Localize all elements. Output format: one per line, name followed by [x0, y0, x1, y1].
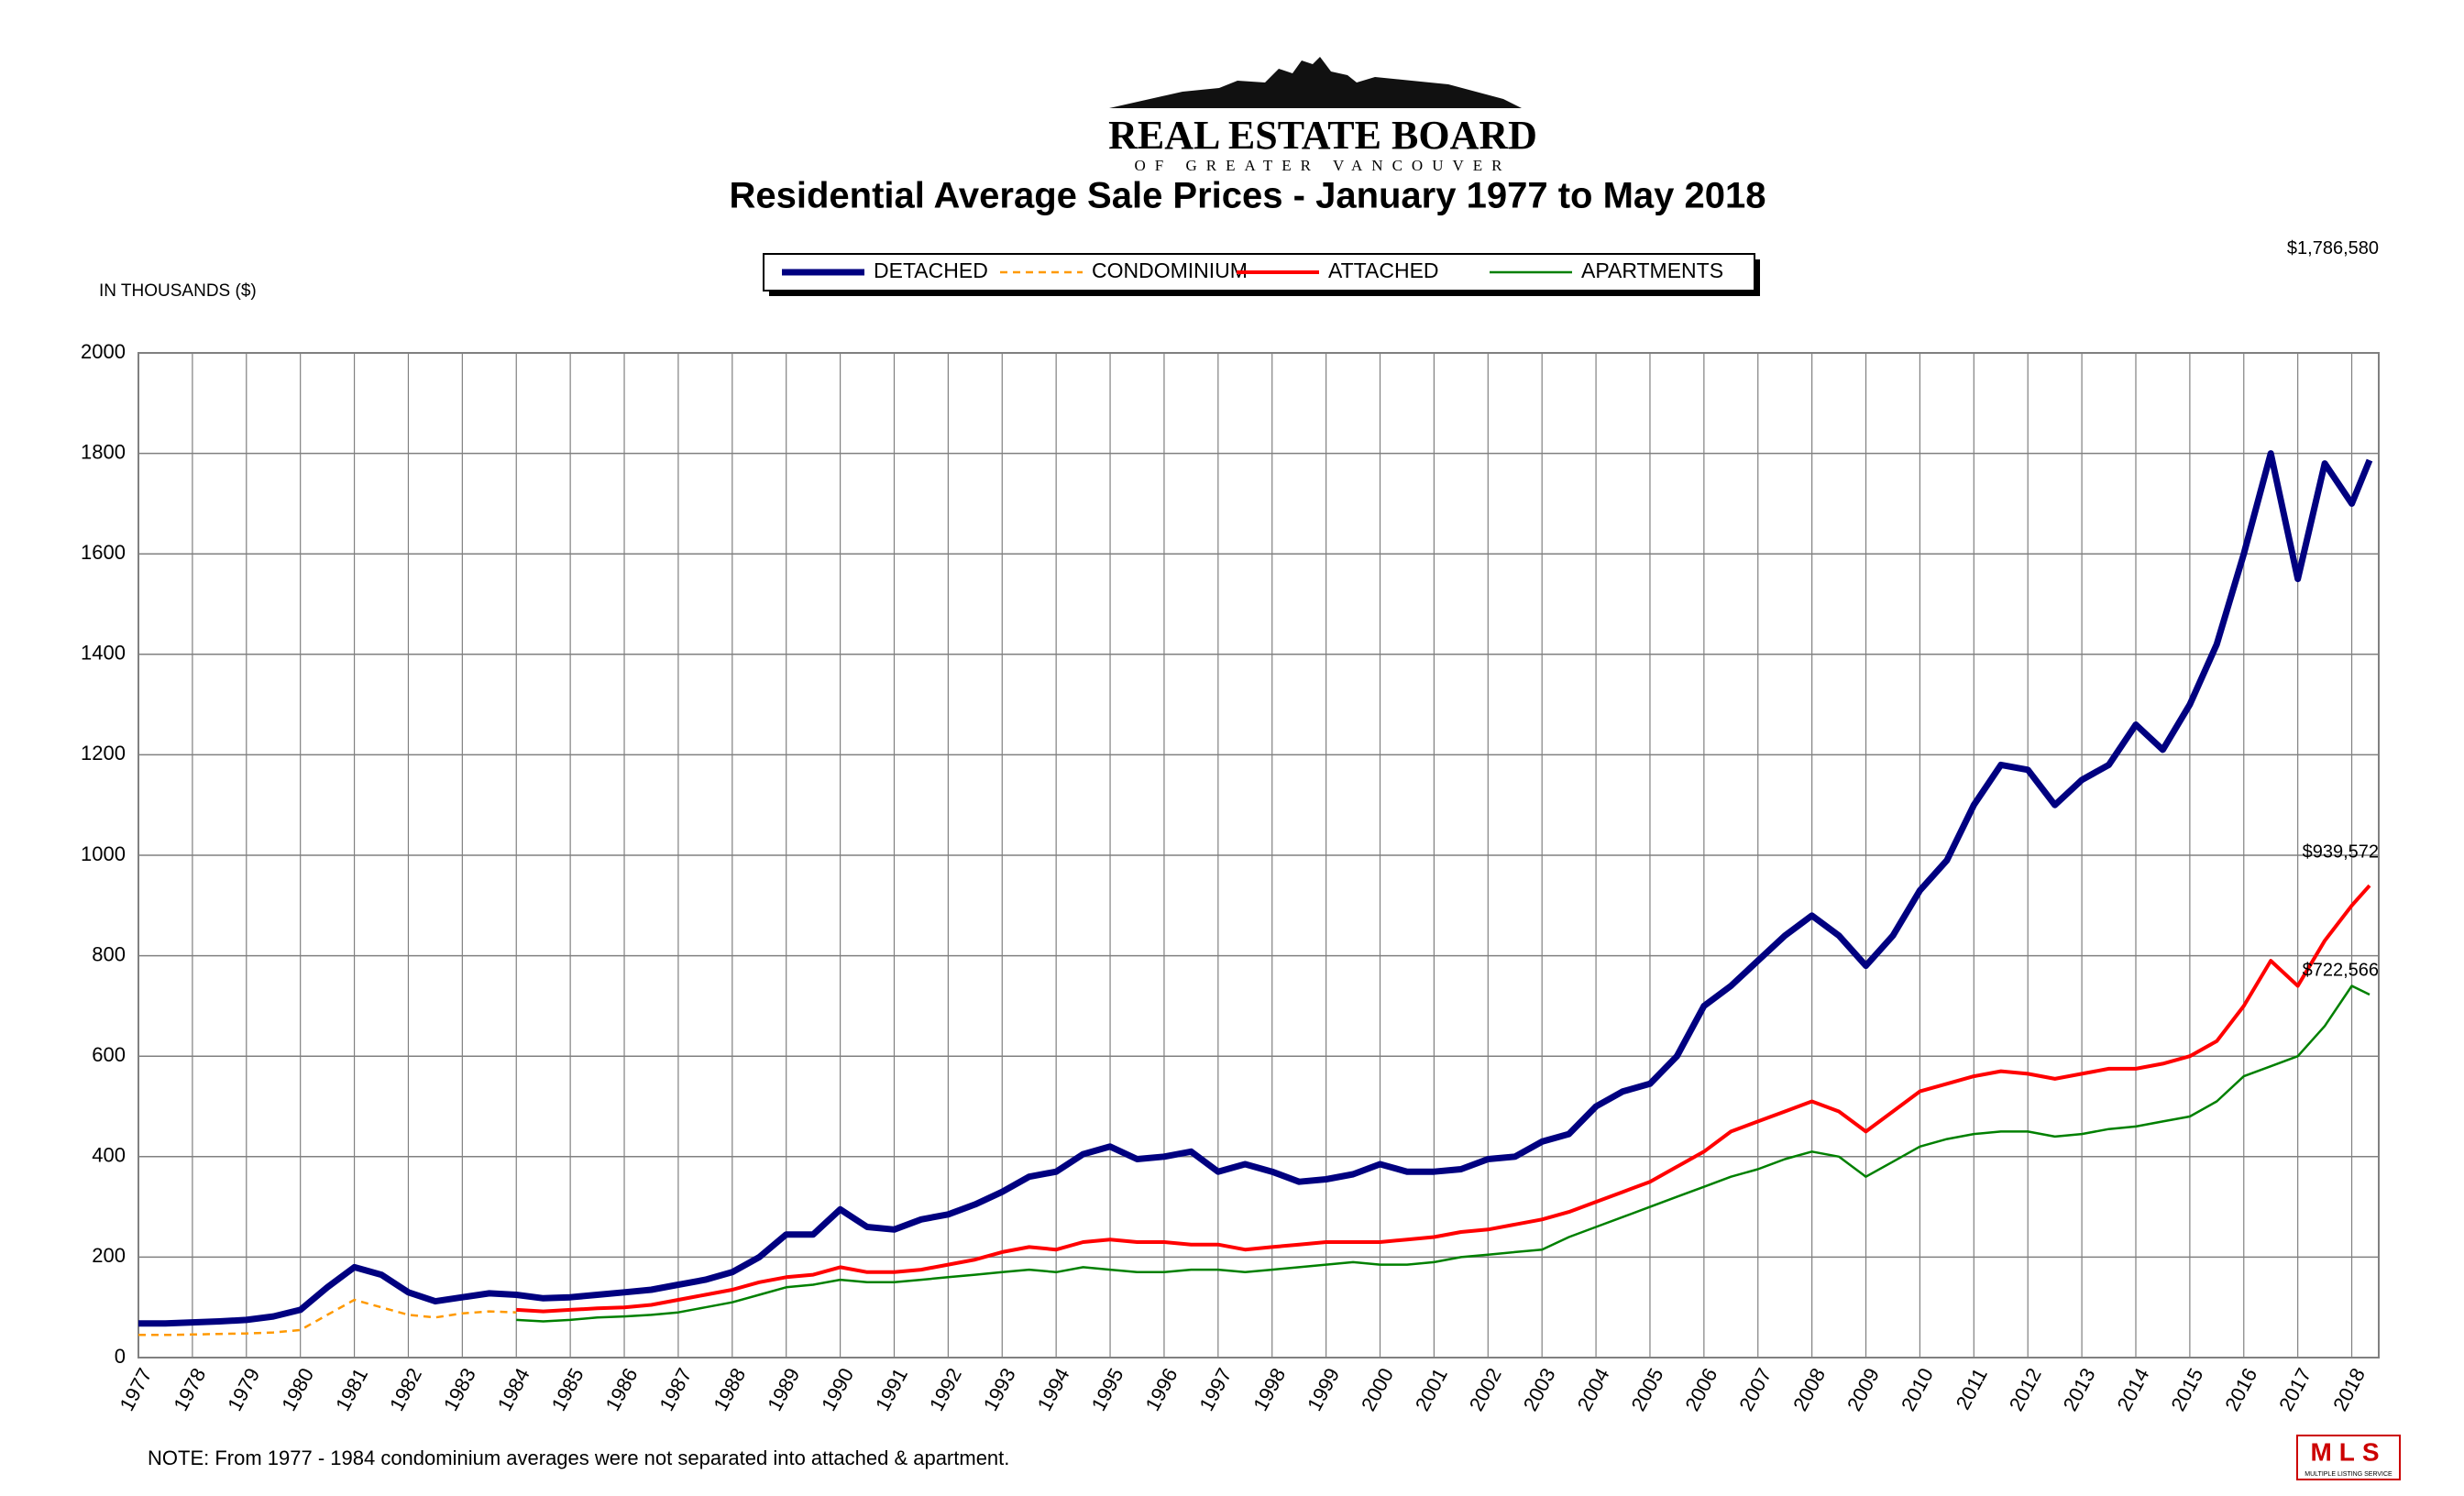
series-line	[516, 984, 2370, 1323]
y-tick-label: 600	[92, 1043, 126, 1066]
x-tick-label: 2011	[1952, 1364, 1992, 1414]
logo-skyline	[1109, 57, 1522, 108]
x-tick-label: 1994	[1033, 1364, 1074, 1414]
y-tick-label: 800	[92, 942, 126, 965]
x-tick-label: 2018	[2328, 1364, 2370, 1414]
x-tick-label: 2001	[1411, 1364, 1452, 1414]
x-tick-label: 2016	[2220, 1364, 2261, 1414]
series-line	[138, 1298, 517, 1336]
x-tick-label: 2002	[1465, 1364, 1506, 1414]
x-tick-label: 1991	[871, 1364, 912, 1414]
y-tick-label: 2000	[81, 340, 126, 363]
series-line	[138, 450, 2373, 1327]
y-tick-label: 0	[115, 1345, 126, 1368]
mls-text: MLS	[2310, 1437, 2386, 1466]
x-tick-label: 2005	[1626, 1364, 1667, 1414]
x-tick-label: 2014	[2112, 1364, 2153, 1414]
x-tick-label: 1981	[331, 1364, 372, 1414]
legend-label: APARTMENTS	[1581, 258, 1723, 282]
value-annotation: $722,566	[2303, 960, 2379, 980]
x-tick-label: 1997	[1194, 1364, 1236, 1414]
x-tick-label: 1995	[1087, 1364, 1128, 1414]
y-tick-label: 1000	[81, 842, 126, 865]
y-tick-label: 200	[92, 1244, 126, 1267]
note: NOTE: From 1977 - 1984 condominium avera…	[148, 1446, 1009, 1469]
x-tick-label: 1989	[763, 1364, 804, 1414]
x-tick-label: 2017	[2274, 1364, 2316, 1414]
legend-label: CONDOMINIUM	[1092, 258, 1248, 282]
x-tick-label: 1980	[277, 1364, 318, 1414]
x-tick-label: 1979	[223, 1364, 264, 1414]
x-tick-label: 1983	[439, 1364, 480, 1414]
mls-frame	[2296, 1435, 2401, 1480]
x-tick-label: 1993	[979, 1364, 1020, 1414]
x-tick-label: 2015	[2166, 1364, 2207, 1414]
x-tick-label: 2007	[1734, 1364, 1776, 1414]
legend-label: DETACHED	[874, 258, 988, 282]
logo-name: REAL ESTATE BOARD	[1108, 113, 1537, 158]
x-tick-label: 1984	[493, 1364, 534, 1414]
series-line	[516, 884, 2371, 1314]
value-annotation: $1,786,580	[2287, 238, 2379, 258]
y-axis-label: IN THOUSANDS ($)	[99, 281, 257, 301]
y-tick-label: 1800	[81, 440, 126, 463]
x-tick-label: 2000	[1357, 1364, 1398, 1414]
x-tick-label: 1992	[925, 1364, 966, 1414]
chart-title: Residential Average Sale Prices - Januar…	[730, 176, 1766, 216]
x-tick-label: 1977	[115, 1364, 156, 1414]
x-tick-label: 1985	[547, 1364, 588, 1414]
x-tick-label: 2013	[2059, 1364, 2100, 1414]
x-tick-label: 1978	[169, 1364, 210, 1414]
x-tick-label: 1986	[601, 1364, 643, 1414]
y-tick-label: 1400	[81, 642, 126, 665]
x-tick-label: 1999	[1303, 1364, 1344, 1414]
x-tick-label: 1982	[385, 1364, 426, 1414]
x-tick-label: 2012	[2005, 1364, 2046, 1414]
x-tick-label: 1988	[709, 1364, 750, 1414]
value-annotation: $939,572	[2303, 842, 2379, 862]
x-tick-label: 1987	[654, 1364, 696, 1414]
y-tick-label: 1600	[81, 541, 126, 564]
x-tick-label: 1996	[1140, 1364, 1182, 1414]
logo: REAL ESTATE BOARD OF GREATER VANCOUVER	[1108, 57, 1537, 174]
x-tick-label: 1990	[817, 1364, 858, 1414]
logo-subtitle: OF GREATER VANCOUVER	[1135, 157, 1512, 174]
y-tick-label: 400	[92, 1144, 126, 1167]
legend-label: ATTACHED	[1328, 258, 1439, 282]
mls-sub: MULTIPLE LISTING SERVICE	[2304, 1471, 2392, 1478]
x-tick-label: 2010	[1897, 1364, 1938, 1414]
x-tick-label: 2006	[1680, 1364, 1722, 1414]
x-tick-label: 2003	[1519, 1364, 1560, 1414]
y-tick-label: 1200	[81, 742, 126, 764]
x-tick-label: 2008	[1788, 1364, 1830, 1414]
x-tick-label: 2004	[1573, 1364, 1614, 1414]
x-tick-label: 1998	[1248, 1364, 1290, 1414]
x-tick-label: 2009	[1842, 1364, 1884, 1414]
mls-logo: MLS MULTIPLE LISTING SERVICE	[2296, 1435, 2401, 1480]
